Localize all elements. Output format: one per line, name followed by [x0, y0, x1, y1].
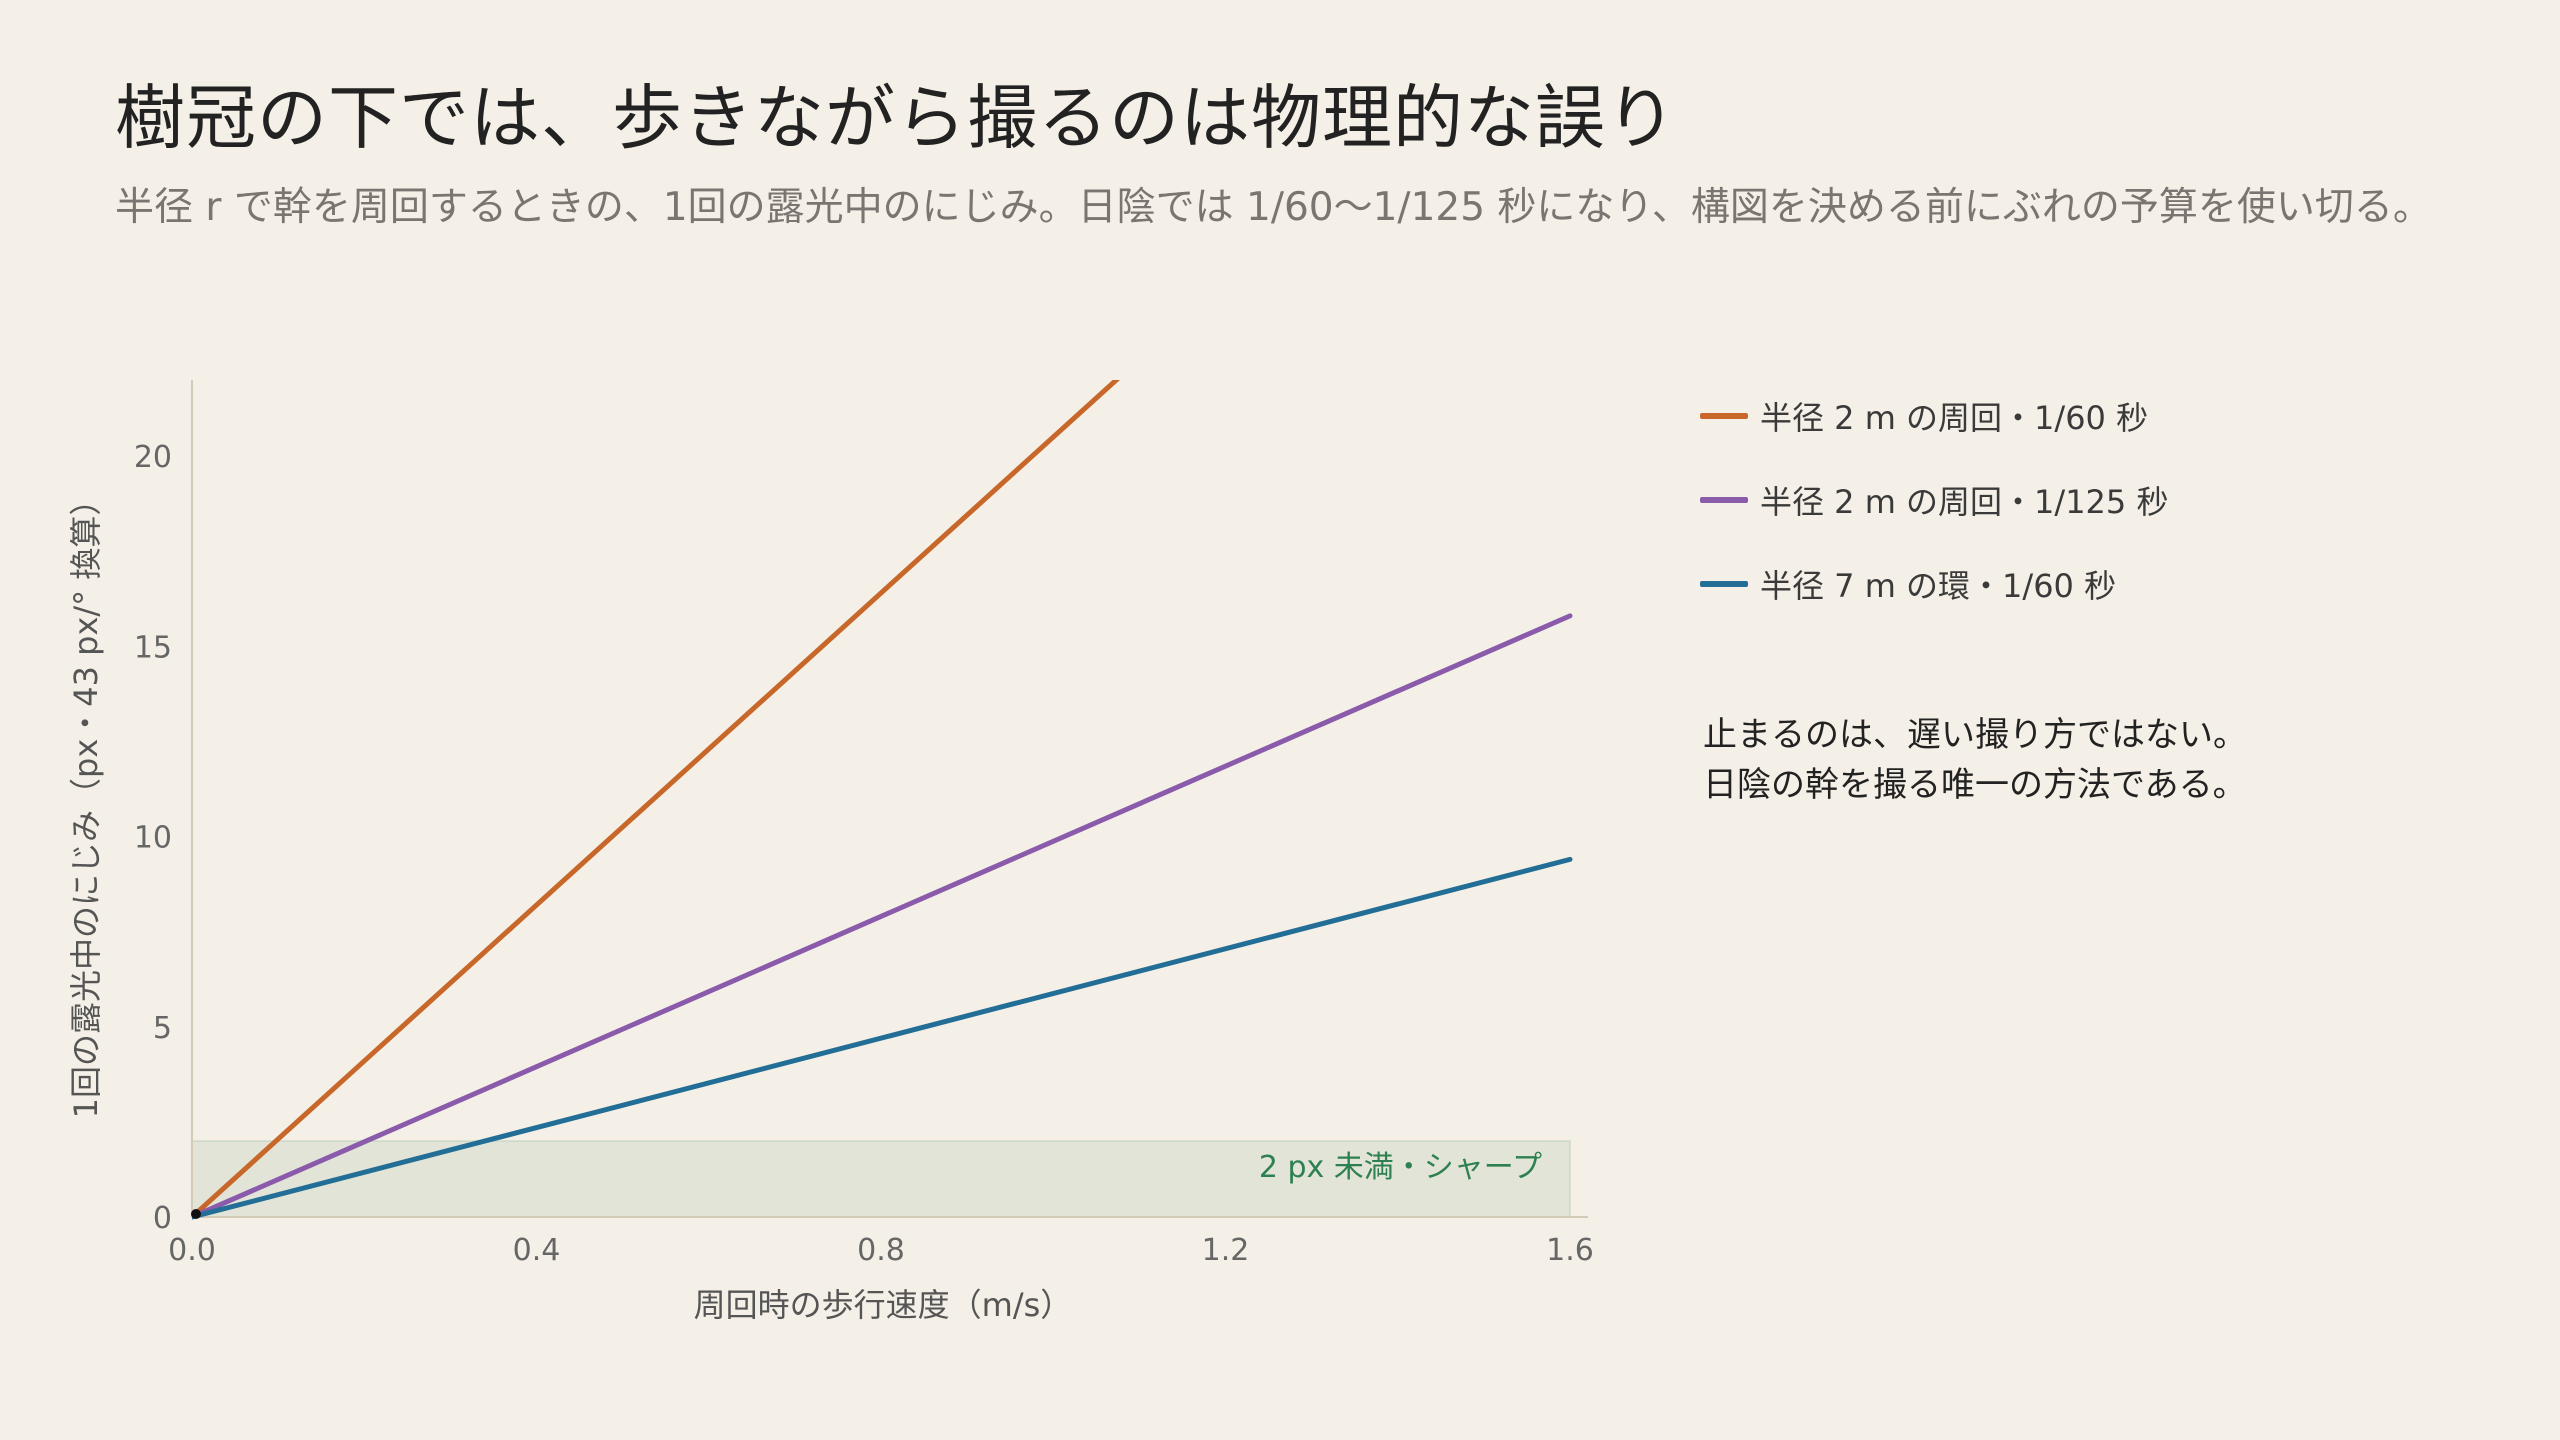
- y-tick-label: 5: [153, 1011, 172, 1046]
- series-line-3: [192, 856, 1573, 1220]
- series-line-1: [192, 380, 1120, 1220]
- legend-item-2: 半径 2 m の周回・1/125 秒: [1700, 476, 2168, 524]
- legend-swatch: [1700, 497, 1748, 503]
- legend-label: 半径 2 m の周回・1/60 秒: [1760, 399, 2149, 437]
- x-axis-label: 周回時の歩行速度（m/s）: [694, 1286, 1073, 1324]
- x-tick-label: 0.0: [168, 1233, 216, 1268]
- y-tick-label: 15: [134, 630, 172, 665]
- legend-swatch: [1700, 581, 1748, 587]
- x-tick-label: 1.2: [1202, 1233, 1250, 1268]
- y-tick-label: 0: [153, 1201, 172, 1236]
- legend-swatch: [1700, 413, 1748, 419]
- legend-label: 半径 7 m の環・1/60 秒: [1760, 567, 2117, 605]
- legend-item-1: 半径 2 m の周回・1/60 秒: [1700, 392, 2168, 440]
- note-line-2: 日陰の幹を撮る唯一の方法である。: [1703, 765, 2247, 805]
- legend-label: 半径 2 m の周回・1/125 秒: [1760, 483, 2169, 521]
- series-line-2: [192, 613, 1573, 1220]
- x-tick-label: 0.4: [513, 1233, 561, 1268]
- sharp-threshold-label: 2 px 未満・シャープ: [1259, 1150, 1542, 1185]
- y-axis-label: 1回の露光中のにじみ（px・43 px/° 換算）: [67, 484, 105, 1119]
- chart-title: 樹冠の下では、歩きながら撮るのは物理的な誤り: [115, 77, 1677, 159]
- annotation-note: 止まるのは、遅い撮り方ではない。 日陰の幹を撮る唯一の方法である。: [1703, 710, 2247, 810]
- legend: 半径 2 m の周回・1/60 秒半径 2 m の周回・1/125 秒半径 7 …: [1700, 392, 2168, 644]
- origin-marker: [191, 1209, 201, 1219]
- x-tick-label: 1.6: [1546, 1233, 1594, 1268]
- y-tick-label: 10: [134, 821, 172, 856]
- x-tick-label: 0.8: [857, 1233, 905, 1268]
- y-tick-label: 20: [134, 440, 172, 475]
- legend-item-3: 半径 7 m の環・1/60 秒: [1700, 560, 2168, 608]
- chart-subtitle: 半径 r で幹を周回するときの、1回の露光中のにじみ。日陰では 1/60〜1/1…: [115, 185, 2432, 230]
- note-line-1: 止まるのは、遅い撮り方ではない。: [1703, 715, 2247, 755]
